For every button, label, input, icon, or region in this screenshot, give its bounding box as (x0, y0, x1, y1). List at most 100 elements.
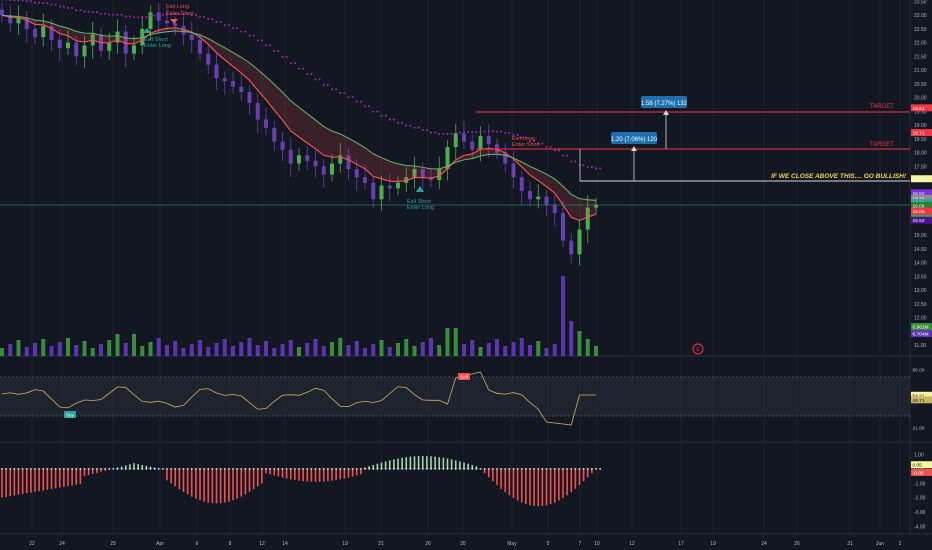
macd-signal-dot (306, 468, 309, 470)
volume-bar (321, 346, 326, 356)
time-axis[interactable]: 22 24 29 Apr 6 8 12 14 19 21 26 28 May 5 7 10 12 17 19 24 26… (29, 541, 901, 547)
volume-bar (495, 339, 499, 356)
macd-signal-dot (339, 468, 342, 470)
macd-signal-dot (401, 468, 403, 470)
trend-dot (512, 133, 515, 136)
macd-signal-dot (487, 468, 490, 470)
trend-dot (331, 88, 333, 91)
volume-bar (519, 338, 524, 356)
volume-label: 6.962M (913, 325, 929, 331)
candle-body (57, 39, 62, 49)
macd-pane[interactable] (0, 456, 601, 507)
trend-dot (537, 142, 540, 145)
price-tick-label: 18.50 (914, 137, 927, 143)
trend-dot (438, 132, 441, 135)
volume-bar (198, 340, 202, 356)
macd-signal-dot (273, 468, 276, 470)
price-tick-label: 12.50 (914, 302, 927, 308)
candle-body (198, 39, 202, 54)
trend-dot (145, 16, 148, 19)
macd-signal-dot (195, 468, 197, 470)
x-tick-label: 21 (378, 541, 384, 547)
macd-signal-dot (46, 468, 49, 470)
trend-dot (508, 131, 511, 134)
buy-arrow-icon (143, 28, 151, 33)
trend-dot (475, 131, 478, 134)
macd-signal-dot (203, 468, 205, 470)
price-tick-label: 13.50 (914, 274, 927, 280)
trend-dot (599, 167, 602, 170)
price-axis[interactable]: 23.50 23.00 22.50 22.00 21.50 21.00 20.50 20.00… (911, 0, 932, 349)
macd-signal-dot (541, 468, 544, 470)
candle-body (552, 204, 557, 214)
macd-signal-dot (182, 468, 185, 470)
trend-dot (281, 55, 284, 58)
volume-label-badge (911, 330, 932, 337)
trend-dot (310, 72, 313, 75)
x-tick-label: 28 (460, 541, 466, 547)
macd-signal-dot (211, 468, 214, 470)
volume-bar (338, 338, 343, 356)
macd-signal-dot (355, 468, 358, 470)
volume-bar (74, 345, 79, 356)
x-tick-label: 8 (229, 541, 232, 547)
breakout-note: IF WE CLOSE ABOVE THIS.... GO BULLISH! (771, 173, 907, 180)
macd-signal-dot (120, 468, 123, 470)
candle-body (346, 155, 351, 170)
candle-body (470, 141, 475, 150)
macd-signal-dot (529, 468, 531, 470)
rsi-pane[interactable] (1, 371, 596, 426)
macd-signal-dot (162, 468, 164, 470)
volume-bar (453, 328, 458, 356)
trend-dot (260, 39, 263, 42)
price-label: 16.52 (913, 191, 925, 197)
candle-body (272, 127, 277, 142)
macd-signal-dot (199, 468, 201, 470)
trend-dot (124, 15, 127, 18)
macd-signal-dot (219, 468, 222, 470)
trend-dot (240, 30, 243, 33)
x-tick-label: 2 (899, 541, 902, 547)
macd-signal-dot (269, 468, 271, 470)
macd-signal-dot (302, 468, 304, 470)
trend-dot (467, 131, 470, 134)
trend-dot (524, 136, 527, 139)
trend-dot (42, 2, 45, 5)
volume-bar (371, 344, 376, 356)
macd-axis[interactable]: 1.000.00-1.00-2.00-3.00-4.000.05-0.00 (911, 453, 932, 531)
measure-box-1[interactable] (611, 132, 657, 144)
trend-dot (211, 17, 214, 20)
macd-signal-dot (335, 468, 337, 470)
measure-box-2[interactable] (641, 96, 687, 108)
macd-signal-dot (236, 468, 238, 470)
buy-arrow-2-icon (416, 186, 424, 192)
price-label: 19.61 (913, 106, 925, 112)
macd-signal-dot (405, 468, 408, 470)
trend-dot (409, 124, 412, 127)
event-marker-icon[interactable] (692, 343, 704, 355)
trend-dot (405, 124, 408, 127)
macd-signal-dot (483, 468, 486, 470)
trend-dot (376, 110, 379, 113)
trend-dot (29, 0, 32, 3)
signal-enter-long: Enter Long (144, 43, 171, 49)
trend-dot (120, 13, 123, 16)
arrowhead-1-icon (631, 146, 637, 151)
x-tick-label: 17 (678, 541, 684, 547)
volume-bar (594, 346, 598, 356)
trend-dot (203, 15, 206, 18)
candle-body (503, 152, 508, 164)
volume-bar (57, 342, 62, 356)
macd-signal-dot (516, 468, 519, 470)
trend-dot (541, 142, 544, 145)
trend-dot (401, 122, 404, 125)
candle-body (33, 28, 37, 38)
trend-dot (157, 13, 160, 16)
trend-dot (285, 55, 288, 58)
macd-signal-dot (281, 468, 284, 470)
candle-body (594, 204, 598, 208)
trend-dot (227, 24, 230, 27)
macd-signal-dot (438, 468, 441, 470)
trend-dot (186, 13, 189, 16)
